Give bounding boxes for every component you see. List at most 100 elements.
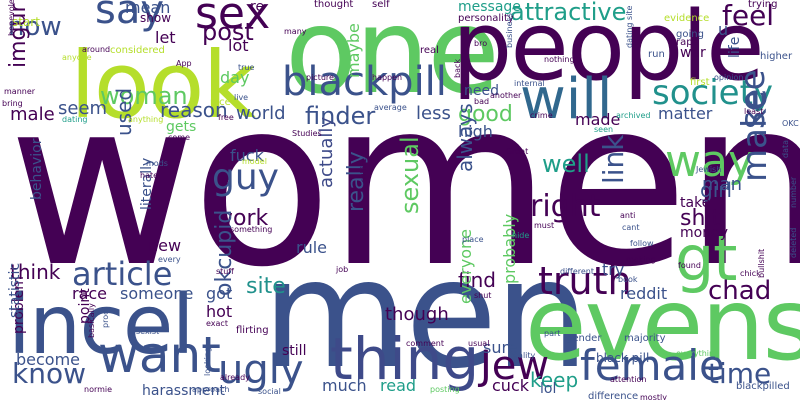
cloud-word: Jew	[480, 343, 550, 389]
cloud-word: show	[140, 11, 172, 25]
cloud-word: anyone	[62, 53, 92, 62]
cloud-word: mods	[146, 159, 168, 168]
cloud-word: considered	[110, 45, 165, 56]
cloud-word: sexist	[136, 327, 160, 336]
cloud-word: data	[781, 139, 790, 158]
cloud-word: dating site	[625, 5, 634, 48]
cloud-word: least	[744, 107, 764, 116]
cloud-word: around	[82, 45, 111, 54]
cloud-word: happen	[372, 73, 403, 82]
cloud-word: gets	[166, 119, 197, 135]
cloud-word: woman	[100, 82, 188, 110]
cloud-word: looking	[203, 346, 212, 376]
cloud-word: flirting	[236, 325, 269, 336]
cloud-word: statistic	[7, 262, 23, 318]
cloud-word: crime	[530, 111, 553, 120]
cloud-word: feel	[722, 0, 775, 32]
cloud-word: opinion	[714, 73, 744, 82]
cloud-word: free	[218, 113, 234, 122]
cloud-word: reason	[160, 98, 228, 122]
cloud-word: sexual	[396, 136, 424, 214]
cloud-word: re	[250, 0, 265, 15]
cloud-word: evens	[525, 266, 800, 383]
cloud-word: book	[618, 275, 638, 284]
cloud-word: cuck	[492, 376, 529, 395]
cloud-word: incel	[8, 278, 195, 373]
cloud-word: every	[158, 255, 181, 264]
cloud-word: chick	[740, 269, 761, 278]
cloud-word: actually	[316, 116, 337, 188]
cloud-word: business	[505, 13, 514, 48]
cloud-word: exact	[206, 319, 228, 328]
cloud-word: black pill	[596, 351, 650, 365]
cloud-word: try	[602, 260, 625, 279]
cloud-word: know	[12, 357, 86, 390]
cloud-word: part	[544, 329, 561, 338]
cloud-word: already	[220, 373, 250, 382]
cloud-word: higher	[760, 51, 793, 62]
cloud-word: link	[597, 134, 630, 184]
cloud-word: take	[680, 195, 711, 211]
cloud-word: new	[148, 236, 182, 255]
cloud-word: u	[718, 20, 729, 39]
cloud-word: read	[380, 376, 417, 395]
cloud-word: must	[534, 221, 555, 230]
cloud-word: made	[575, 110, 621, 129]
cloud-word: site	[246, 274, 286, 299]
cloud-word: follow	[630, 239, 654, 248]
cloud-word: trying	[748, 0, 778, 10]
cloud-word: everything	[676, 349, 720, 358]
cloud-word: average	[374, 103, 407, 112]
cloud-word: number	[789, 176, 798, 208]
cloud-word: rule	[296, 238, 328, 257]
cloud-word: let	[155, 28, 176, 47]
cloud-word: something	[230, 225, 273, 234]
cloud-word: lot	[228, 36, 249, 55]
cloud-word: probably	[500, 213, 519, 284]
cloud-word: cant	[622, 223, 640, 232]
cloud-word: shit	[680, 206, 721, 231]
cloud-word: Studies	[292, 129, 322, 138]
cloud-word: hide	[512, 231, 530, 240]
cloud-word: finder	[305, 102, 376, 130]
cloud-word: one	[285, 0, 500, 120]
cloud-word: bullshit	[757, 248, 766, 278]
cloud-word: mean	[125, 0, 171, 17]
cloud-word: though	[385, 304, 449, 325]
cloud-word: attention	[610, 375, 647, 384]
cloud-word: much	[322, 376, 367, 395]
cloud-word: day	[220, 68, 250, 87]
cloud-word: first	[690, 77, 710, 88]
cloud-word: thought	[314, 0, 354, 10]
cloud-word: archived	[616, 111, 651, 120]
cloud-word: look	[70, 32, 256, 139]
cloud-word: gender	[566, 333, 602, 344]
cloud-word: reality	[510, 351, 536, 360]
cloud-word: stuff	[216, 267, 234, 276]
cloud-word: internal	[514, 79, 545, 88]
cloud-word: model	[242, 157, 267, 166]
cloud-word: right	[530, 189, 601, 224]
cloud-word: self	[372, 0, 390, 10]
cloud-word: personality	[458, 13, 514, 24]
cloud-word: well	[542, 150, 590, 178]
cloud-word: article	[72, 255, 173, 293]
cloud-word: female	[580, 341, 725, 390]
cloud-word: chad	[708, 276, 772, 306]
cloud-word: blackpill	[282, 59, 447, 105]
cloud-word: men	[262, 228, 589, 400]
cloud-word: work	[215, 206, 269, 231]
cloud-word: place	[462, 235, 484, 244]
cloud-word: Great	[506, 147, 529, 156]
cloud-word: thing	[330, 325, 480, 393]
cloud-word: approach	[192, 385, 230, 394]
cloud-word: harassment	[142, 383, 225, 399]
cloud-word: many	[284, 27, 307, 36]
cloud-word: got	[206, 284, 233, 303]
cloud-word: ugly	[218, 347, 304, 393]
cloud-word: mostly	[640, 393, 667, 400]
cloud-word: nothing	[544, 55, 575, 64]
cloud-word: anything	[128, 115, 164, 124]
cloud-word: comment	[406, 339, 445, 348]
cloud-word: people	[452, 0, 765, 102]
